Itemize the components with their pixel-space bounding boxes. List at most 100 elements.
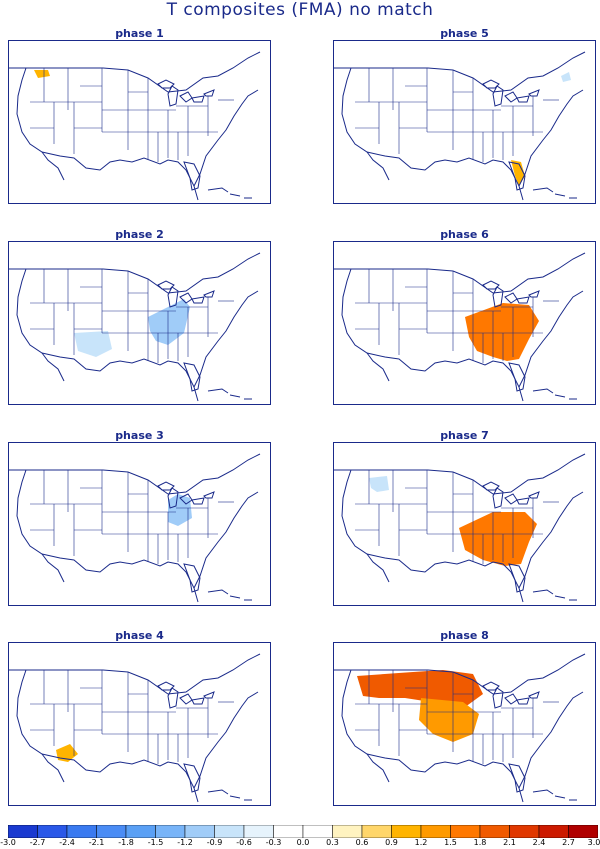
colorbar-swatch <box>509 824 540 839</box>
coastline <box>203 491 215 499</box>
anomaly-region-southeast-ohio-valley <box>465 303 539 361</box>
coastline <box>508 563 526 593</box>
colorbar-tick-label: 0.6 <box>355 838 369 847</box>
coastline <box>193 290 259 388</box>
map-frame <box>8 442 271 606</box>
coastline <box>16 67 199 201</box>
coastline <box>229 193 241 197</box>
coastline <box>528 89 540 97</box>
coastline <box>528 290 540 298</box>
us-map <box>8 642 271 806</box>
map-frame <box>8 642 271 806</box>
colorbar-swatch <box>361 824 392 839</box>
coastline <box>41 352 65 382</box>
coastline <box>183 362 201 392</box>
colorbar-tick-label: 1.5 <box>444 838 457 847</box>
colorbar-swatch <box>7 824 38 839</box>
coastline <box>207 187 229 193</box>
coastline <box>183 161 201 191</box>
coastline <box>528 491 540 499</box>
coastline <box>193 691 259 789</box>
coastline <box>8 453 261 495</box>
map-panel-phase-1 <box>8 40 271 204</box>
panel-title-phase-7: phase 7 <box>440 429 489 442</box>
coastline <box>492 487 504 509</box>
coastline <box>492 687 504 709</box>
coastline <box>532 789 554 795</box>
colorbar-swatch <box>479 824 510 839</box>
coastline <box>207 589 229 595</box>
colorbar-swatch <box>391 824 422 839</box>
us-map <box>333 40 596 204</box>
colorbar-tick-label: -0.3 <box>265 838 282 847</box>
colorbar-tick-label: 0.3 <box>326 838 339 847</box>
anomaly-region-southeast <box>459 512 537 566</box>
coastline <box>167 85 179 107</box>
colorbar-swatch <box>37 824 68 839</box>
coastline <box>508 362 526 392</box>
coastline <box>8 51 261 93</box>
colorbar-swatch <box>214 824 245 839</box>
coastline <box>183 763 201 793</box>
panel-title-phase-2: phase 2 <box>115 228 164 241</box>
anomaly-region-ohio-valley <box>148 299 190 345</box>
coastline <box>16 469 199 603</box>
coastline <box>366 352 390 382</box>
us-map <box>333 642 596 806</box>
map-panel-phase-4 <box>8 642 271 806</box>
coastline <box>167 286 179 308</box>
map-frame <box>333 40 596 204</box>
map-frame <box>333 442 596 606</box>
coastline <box>203 290 215 298</box>
colorbar-swatch <box>538 824 569 839</box>
panel-title-phase-8: phase 8 <box>440 629 489 642</box>
colorbar-tick-label: 2.7 <box>562 838 575 847</box>
colorbar-swatch <box>184 824 215 839</box>
coastline <box>554 795 566 799</box>
coastline <box>518 290 584 388</box>
coastline <box>191 95 205 103</box>
map-frame <box>8 241 271 405</box>
colorbar-tick-label: 1.2 <box>414 838 428 847</box>
coastline <box>341 67 524 201</box>
anomaly-region-northern-plains <box>357 670 483 710</box>
coastline <box>333 653 586 695</box>
coastline <box>366 753 390 783</box>
anomaly-region-michigan-ohio <box>168 494 192 526</box>
coastline <box>207 388 229 394</box>
coastline <box>229 394 241 398</box>
coastline <box>167 487 179 509</box>
panel-title-phase-4: phase 4 <box>115 629 164 642</box>
map-panel-phase-3 <box>8 442 271 606</box>
coastline <box>333 453 586 495</box>
coastline <box>366 151 390 181</box>
colorbar-tick-label: 2.4 <box>532 838 546 847</box>
coastline <box>191 296 205 304</box>
coastline <box>341 469 524 603</box>
coastline <box>183 563 201 593</box>
us-map <box>8 40 271 204</box>
colorbar-swatch <box>66 824 97 839</box>
colorbar-swatch <box>302 824 333 839</box>
colorbar-tick-label: -2.7 <box>29 838 46 847</box>
colorbar-swatch <box>420 824 451 839</box>
panel-title-phase-1: phase 1 <box>115 27 164 40</box>
colorbar-tick-label: -0.9 <box>206 838 223 847</box>
map-panel-phase-5 <box>333 40 596 204</box>
coastline <box>516 697 530 705</box>
colorbar-tick-label: 3.0 <box>587 838 600 847</box>
colorbar-tick-label: 0.9 <box>385 838 398 847</box>
colorbar-tick-label: 1.8 <box>473 838 487 847</box>
coastline <box>167 687 179 709</box>
colorbar-swatch <box>332 824 363 839</box>
colorbar-swatch <box>96 824 127 839</box>
coastline <box>8 252 261 294</box>
coastline <box>229 795 241 799</box>
coastline <box>341 268 524 402</box>
coastline <box>516 296 530 304</box>
colorbar-tick-label: -2.1 <box>88 838 105 847</box>
coastline <box>16 268 199 402</box>
coastline <box>554 595 566 599</box>
coastline <box>508 161 526 191</box>
colorbar-swatch <box>155 824 186 839</box>
